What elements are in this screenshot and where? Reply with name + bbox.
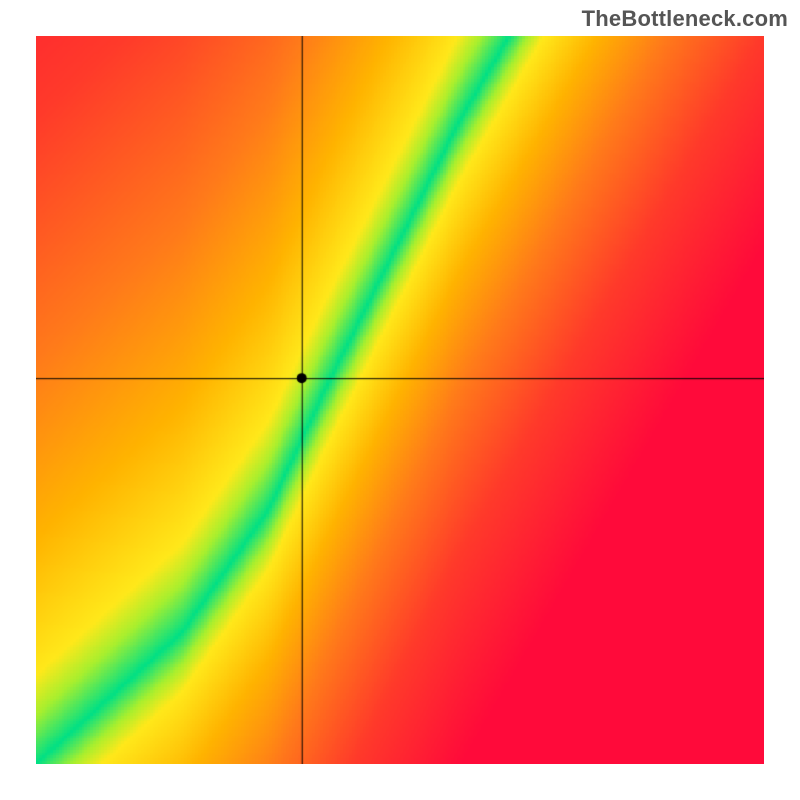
chart-container: TheBottleneck.com (0, 0, 800, 800)
heatmap-plot (36, 36, 764, 764)
watermark-text: TheBottleneck.com (582, 6, 788, 32)
heatmap-canvas (36, 36, 764, 764)
